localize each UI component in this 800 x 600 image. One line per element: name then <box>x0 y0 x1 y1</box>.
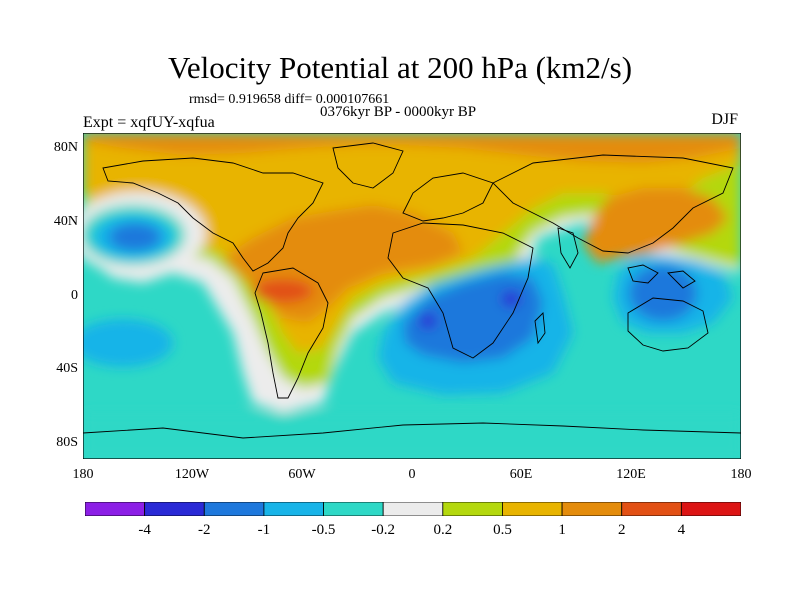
contour-southern-ocean <box>83 413 741 459</box>
lon-label-120w: 120W <box>174 467 210 482</box>
colorbar-label: -4 <box>138 522 151 538</box>
lon-label-120e: 120E <box>616 467 646 482</box>
contour-pacific-neg3 <box>109 223 161 251</box>
colorbar-swatch <box>442 502 503 516</box>
velocity-potential-map <box>83 133 741 459</box>
contour-strong-positive-asia <box>583 188 728 263</box>
colorbar-swatch <box>621 502 682 516</box>
colorbar-label: -2 <box>198 522 211 538</box>
colorbar-swatch <box>502 502 563 516</box>
colorbar-label: -1 <box>257 522 271 538</box>
colorbar-label: 0.5 <box>493 522 512 538</box>
contour-indian-min2 <box>501 291 521 307</box>
colorbar-swatch <box>561 502 623 516</box>
lat-label-80s: 80S <box>56 435 78 450</box>
lat-label-40n: 40N <box>53 214 78 229</box>
colorbar-swatch <box>323 502 384 516</box>
experiment-label: Expt = xqfUY-xqfua <box>83 114 215 131</box>
colorbar-label: 1 <box>558 522 566 538</box>
lon-label-60w: 60W <box>288 467 316 482</box>
lon-label-0: 0 <box>408 467 416 482</box>
lat-label-80n: 80N <box>53 140 78 155</box>
colorbar-swatch <box>263 502 324 516</box>
colorbar-swatch <box>382 502 444 516</box>
lon-label-180w: 180 <box>72 467 94 482</box>
colorbar <box>85 502 741 516</box>
colorbar-swatch <box>85 502 146 516</box>
colorbar-label: -0.2 <box>371 522 396 538</box>
map-title: Velocity Potential at 200 hPa (km2/s) <box>167 50 633 85</box>
coastlines <box>83 142 741 439</box>
colorbar-swatch <box>144 502 205 516</box>
period-label: 0376kyr BP - 0000kyr BP <box>320 104 477 120</box>
lon-label-180e: 180 <box>730 467 752 482</box>
contour-max-amazon <box>253 279 313 303</box>
contour-south-pacific <box>83 319 173 367</box>
stats-line: rmsd= 0.919658 diff= 0.000107661 <box>189 92 390 107</box>
contour-indian-min1 <box>419 313 437 329</box>
lat-label-40s: 40S <box>56 361 78 376</box>
colorbar-label: 0.2 <box>433 522 453 538</box>
colorbar-label: 2 <box>617 522 626 538</box>
lon-label-60e: 60E <box>509 467 533 482</box>
colorbar-swatch <box>680 502 741 516</box>
contour-maritime-neg2 <box>629 265 697 321</box>
season-label: DJF <box>711 111 738 128</box>
colorbar-label: 4 <box>677 522 686 538</box>
colorbar-swatch <box>203 502 265 516</box>
lat-label-eq: 0 <box>71 288 78 303</box>
contour-strong-positive <box>83 133 741 163</box>
colorbar-label: -0.5 <box>311 522 336 538</box>
